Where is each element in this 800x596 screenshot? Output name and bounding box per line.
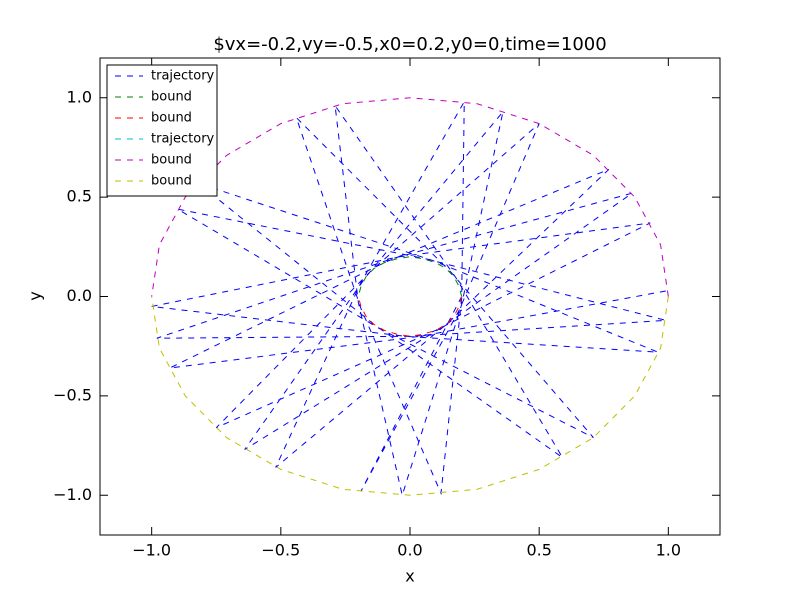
x-tick-label: 0.0 [397,541,422,560]
legend-box [106,64,218,197]
legend-label: bound [151,174,192,189]
y-axis-label: y [26,291,45,300]
x-tick-label: −1.0 [132,541,171,560]
plot-area [151,97,669,498]
series-line [357,256,463,297]
legend-label: bound [151,153,192,168]
chart-title: $vx=-0.2,vy=-0.5,x0=0.2,y0=0,time=1000 [213,34,606,55]
y-tick-label: −1.0 [53,485,92,504]
legend: trajectory bound bound trajectory bound bound [106,64,218,197]
y-tick-label: 0.5 [67,187,92,206]
y-tick-label: 1.0 [67,87,92,106]
series-line [151,97,669,297]
legend-label: bound [151,90,192,105]
legend-label: bound [151,111,192,126]
x-tick-label: 1.0 [656,541,681,560]
x-tick-label: 0.5 [526,541,551,560]
y-tick-label: −0.5 [53,385,92,404]
x-tick-label: −0.5 [261,541,300,560]
series-point [460,295,463,298]
series-line [151,296,669,496]
legend-label: trajectory [151,132,215,147]
series-line [357,296,463,337]
x-axis-label: x [405,567,414,586]
y-tick-label: 0.0 [67,286,92,305]
legend-label: trajectory [151,69,215,84]
